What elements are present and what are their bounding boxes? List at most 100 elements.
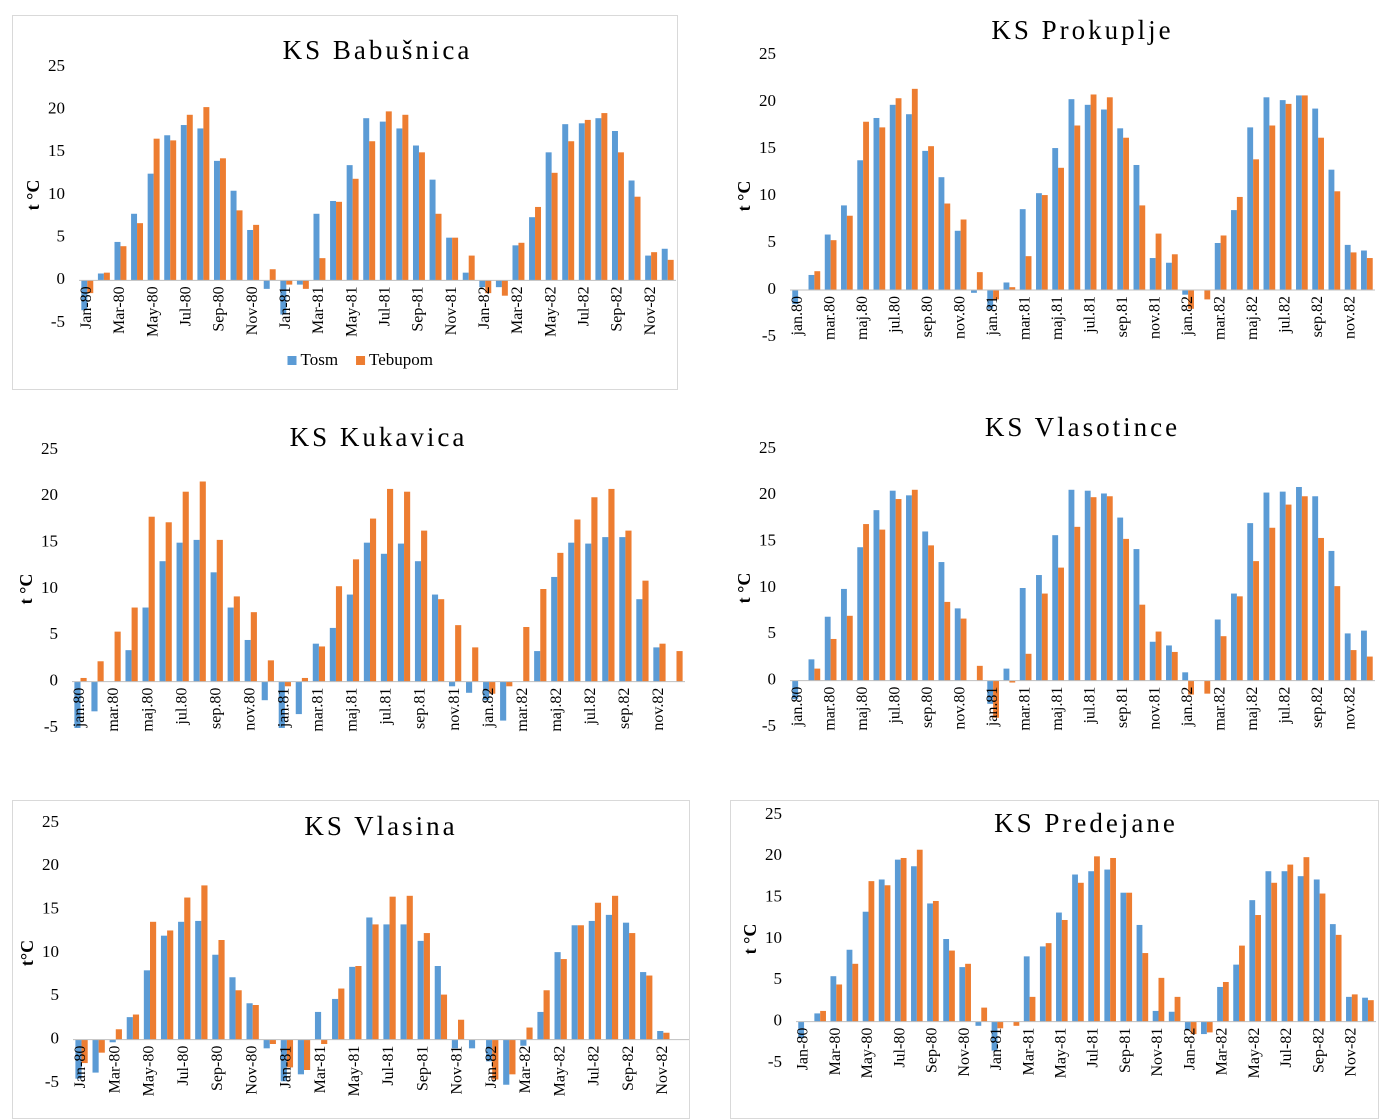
bar xyxy=(1149,258,1156,290)
bar xyxy=(400,924,407,1040)
bar xyxy=(330,200,337,281)
bar xyxy=(1029,996,1036,1022)
bar xyxy=(1094,856,1100,1022)
bar xyxy=(1296,95,1302,290)
x-tick-label: Mar-81 xyxy=(312,1046,329,1094)
bar xyxy=(1068,489,1075,681)
bar xyxy=(301,677,309,682)
bar xyxy=(1301,95,1308,290)
bar xyxy=(611,131,618,281)
bar xyxy=(608,488,615,682)
x-tick-label: Jul-80 xyxy=(175,1046,192,1086)
x-tick-label: jul.81 xyxy=(1081,687,1098,725)
bar xyxy=(1133,549,1140,681)
bar xyxy=(269,1039,276,1044)
y-tick-label: 20 xyxy=(765,845,782,864)
bar xyxy=(1239,945,1245,1022)
x-tick-label: Jul-82 xyxy=(1278,1028,1295,1068)
x-tick-label: Sep-80 xyxy=(924,1028,941,1073)
bar xyxy=(1168,1011,1175,1022)
bar xyxy=(97,661,104,682)
bar xyxy=(1041,195,1048,290)
bar xyxy=(1214,619,1221,681)
bar xyxy=(1204,290,1211,300)
bar xyxy=(1361,250,1367,290)
bar xyxy=(114,631,121,682)
bar xyxy=(938,177,945,290)
bar xyxy=(1058,167,1064,290)
bar xyxy=(1025,653,1032,681)
bar xyxy=(313,213,320,281)
bar xyxy=(233,596,240,682)
bar xyxy=(975,1021,982,1026)
bar xyxy=(1058,567,1064,681)
bar xyxy=(352,178,359,281)
bar xyxy=(132,1014,140,1040)
y-tick-label: 0 xyxy=(51,1029,60,1048)
x-tick-label: Mar-80 xyxy=(106,1046,123,1094)
bar xyxy=(451,1039,458,1049)
x-tick-label: Sep-80 xyxy=(209,1046,226,1091)
bar xyxy=(165,522,172,682)
bar xyxy=(551,172,558,281)
bar xyxy=(458,1019,465,1040)
bar xyxy=(186,114,193,281)
bar xyxy=(1139,205,1146,290)
bar xyxy=(1171,651,1178,681)
x-tick-label: jan.80 xyxy=(789,296,806,337)
bar xyxy=(1090,94,1097,290)
bar xyxy=(280,280,287,315)
x-tick-label: nov.81 xyxy=(446,688,463,731)
chart: KS Vlasotince -5 0 5 10 15 20 25 t °C jan.80 mar.8… xyxy=(734,412,1375,735)
bar xyxy=(928,545,934,681)
bar xyxy=(201,885,208,1040)
x-tick-label: maj.81 xyxy=(1049,687,1066,731)
x-tick-label: Jul-80 xyxy=(891,1028,908,1068)
x-tick-label: jan.81 xyxy=(984,296,1001,337)
bar xyxy=(227,607,234,682)
chart-panel: KS Vlasotince -5 0 5 10 15 20 25 t °C jan.80 mar.8… xyxy=(722,405,1379,790)
bar xyxy=(1052,535,1059,681)
chart-panel: KS Babušnica -5 0 5 10 15 20 25 t °C Jan-80 Mar-80… xyxy=(12,15,678,390)
x-tick-label: May-80 xyxy=(144,286,161,337)
y-tick-label: -5 xyxy=(51,312,65,331)
bar xyxy=(830,976,837,1022)
y-tick-label: 25 xyxy=(48,56,65,75)
bar xyxy=(562,124,569,281)
x-tick-label: Jan-80 xyxy=(78,286,95,329)
bar xyxy=(568,542,575,682)
bar xyxy=(418,152,425,281)
bar xyxy=(1214,243,1221,290)
x-tick-label: Jul-81 xyxy=(380,1046,397,1086)
bar xyxy=(557,552,564,682)
bar xyxy=(645,255,652,281)
x-tick-label: Jan-82 xyxy=(483,1046,500,1089)
y-tick-label: -5 xyxy=(768,1052,782,1071)
bar xyxy=(884,885,891,1022)
bar xyxy=(396,128,403,281)
x-tick-label: jan.82 xyxy=(480,688,497,729)
bar xyxy=(212,954,219,1040)
bar xyxy=(798,1021,805,1039)
x-tick-label: mar.80 xyxy=(105,688,122,732)
x-tick-label: nov.81 xyxy=(1146,296,1163,339)
bar xyxy=(1041,593,1048,681)
bar xyxy=(1318,537,1324,681)
x-tick-label: mar.82 xyxy=(1211,296,1228,340)
bar xyxy=(492,1039,499,1080)
bar xyxy=(269,269,276,281)
bar xyxy=(1152,1010,1159,1022)
x-tick-label: mar.82 xyxy=(1211,687,1228,731)
bar xyxy=(622,922,630,1040)
x-tick-label: May-82 xyxy=(1246,1028,1263,1079)
legend-swatch xyxy=(356,356,366,365)
bar xyxy=(1149,641,1156,681)
bar xyxy=(676,651,683,682)
bar xyxy=(954,608,961,681)
bar xyxy=(1036,193,1042,290)
bar xyxy=(537,1011,544,1040)
bar xyxy=(619,537,626,682)
x-tick-label: maj.80 xyxy=(854,687,871,731)
bar xyxy=(1088,871,1095,1022)
bar xyxy=(863,121,869,291)
